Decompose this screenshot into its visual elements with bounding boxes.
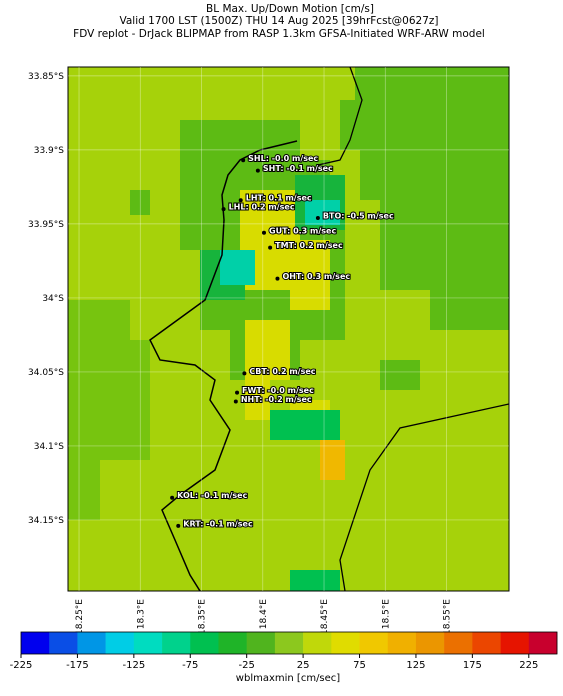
station-dot	[233, 399, 238, 404]
colorbar-segment	[359, 632, 389, 654]
colorbar-segment	[21, 632, 50, 654]
colorbar-segment	[133, 632, 163, 654]
map-frame	[67, 66, 510, 592]
station-label: GUT: 0.3 m/sec	[269, 226, 336, 235]
station-dot	[275, 276, 280, 281]
station-label: TMT: 0.2 m/sec	[275, 241, 343, 250]
station-dot	[235, 390, 240, 395]
colorbar-tick-label: -75	[182, 660, 198, 671]
y-tick-label: 34.1°S	[34, 442, 65, 452]
coastline	[317, 66, 510, 592]
station-label: SHT: -0.1 m/sec	[263, 164, 333, 173]
station-label: OHT: 0.3 m/sec	[282, 272, 350, 281]
coastline	[149, 140, 298, 592]
colorbar-segment	[190, 632, 219, 654]
colorbar-tick-label: -125	[122, 660, 145, 671]
colorbar-segment	[415, 632, 445, 654]
station-dot	[221, 207, 226, 212]
station-dot	[241, 158, 246, 163]
x-tick-label: 18.25°E	[75, 599, 85, 635]
y-tick-label: 33.95°S	[28, 220, 64, 230]
station-label: KRT: -0.1 m/sec	[183, 519, 253, 528]
x-tick-label: 18.45°E	[320, 599, 330, 635]
colorbar-tick-label: 225	[519, 660, 538, 671]
y-tick-label: 33.85°S	[28, 72, 64, 82]
colorbar-segment	[77, 632, 106, 654]
station-dot	[238, 198, 243, 203]
y-tick-label: 34.05°S	[28, 368, 64, 378]
title-line: FDV replot - DrJack BLIPMAP from RASP 1.…	[73, 28, 485, 40]
colorbar-segment	[387, 632, 417, 654]
colorbar-tick-label: -175	[66, 660, 89, 671]
station-label: KOL: -0.1 m/sec	[177, 491, 247, 500]
colorbar-segment	[246, 632, 276, 654]
colorbar-segment	[162, 632, 191, 654]
colorbar-tick-label: 125	[406, 660, 425, 671]
colorbar-tick-label: -225	[10, 660, 33, 671]
x-tick-label: 18.5°E	[381, 599, 391, 630]
colorbar-segment	[274, 632, 304, 654]
station-label: BTO: -0.5 m/sec	[323, 211, 394, 220]
title-line: BL Max. Up/Down Motion [cm/s]	[206, 3, 374, 15]
colorbar-segment	[105, 632, 135, 654]
station-label: LHT: 0.1 m/sec	[246, 194, 312, 203]
station-dot	[255, 168, 260, 173]
station-dot	[268, 245, 273, 250]
colorbar-segment	[218, 632, 247, 654]
colorbar-tick-label: 175	[463, 660, 482, 671]
colorbar-label: wblmaxmin [cm/sec]	[236, 673, 340, 684]
title-line: Valid 1700 LST (1500Z) THU 14 Aug 2025 […	[120, 15, 439, 27]
colorbar-segment	[49, 632, 78, 654]
x-tick-label: 18.55°E	[443, 599, 453, 635]
station-label: NHT: -0.2 m/sec	[241, 395, 312, 404]
x-tick-label: 18.4°E	[259, 599, 269, 630]
x-tick-label: 18.35°E	[198, 599, 208, 635]
x-tick-label: 18.3°E	[136, 599, 146, 630]
station-dot	[176, 523, 181, 528]
station-label: CBT: 0.2 m/sec	[249, 367, 315, 376]
station-dot	[262, 230, 266, 235]
colorbar-tick-label: 25	[297, 660, 310, 671]
station-dot	[315, 215, 320, 220]
y-tick-label: 34°S	[42, 294, 64, 304]
colorbar-segment	[303, 632, 332, 654]
station-dot	[170, 495, 175, 500]
station-label: SHL: -0.0 m/sec	[248, 154, 318, 163]
y-tick-label: 33.9°S	[34, 146, 65, 156]
y-tick-label: 34.15°S	[28, 516, 64, 526]
colorbar-segment	[331, 632, 360, 654]
colorbar-segment	[472, 632, 501, 654]
field	[68, 67, 509, 591]
station-label: FWT: -0.0 m/sec	[242, 386, 314, 395]
colorbar-segment	[528, 632, 558, 654]
colorbar-tick-label: 75	[353, 660, 366, 671]
station-dot	[242, 371, 247, 376]
colorbar-segment	[500, 632, 530, 654]
colorbar-tick-label: -25	[239, 660, 255, 671]
station-label: LHL: 0.2 m/sec	[229, 203, 295, 212]
colorbar-frame	[20, 631, 558, 655]
colorbar-segment	[444, 632, 473, 654]
